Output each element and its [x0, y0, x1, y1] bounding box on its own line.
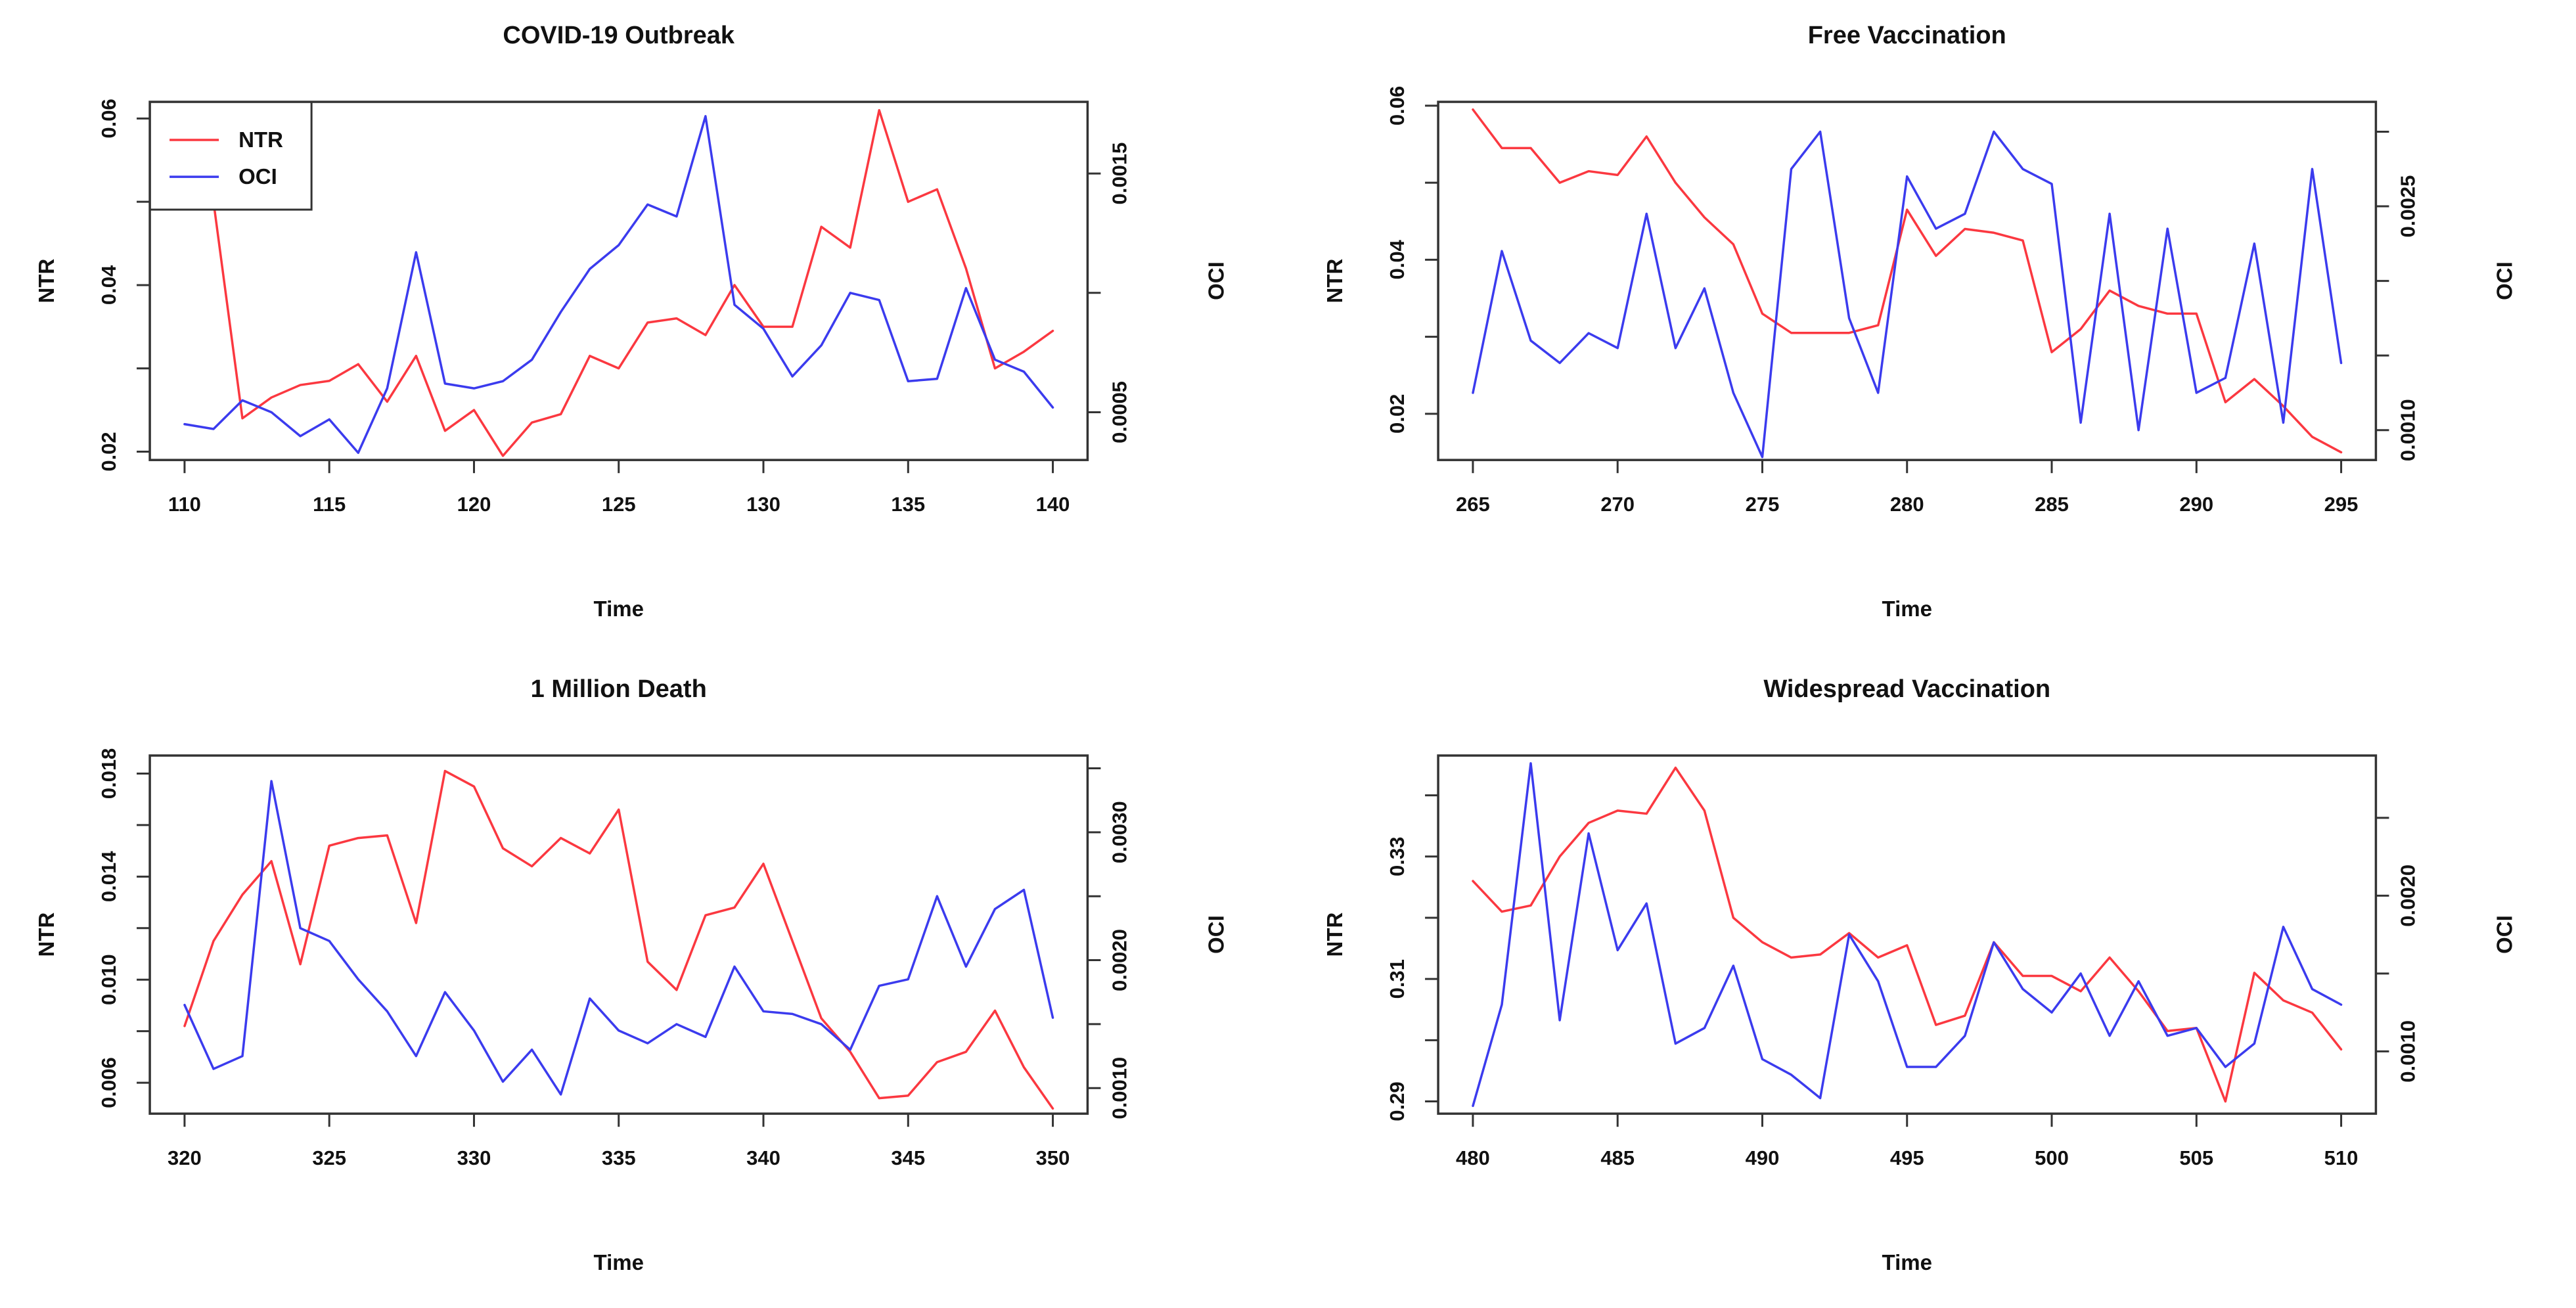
x-tick-label: 115	[313, 493, 346, 516]
x-tick-label: 320	[168, 1146, 202, 1169]
x-tick-label: 285	[2035, 493, 2069, 516]
chart-free-vaccination: Free Vaccination Time NTR OCI 265 270 275 280 28…	[1288, 0, 2576, 654]
left-tick-label: 0.04	[1386, 239, 1409, 279]
x-tick-label: 125	[602, 493, 636, 516]
chart-panel-free-vaccination: Free Vaccination Time NTR OCI 265 270 275 280 28…	[1288, 0, 2576, 654]
right-tick-label: 0.0025	[2396, 175, 2419, 238]
ntr-line	[1472, 110, 2341, 453]
ntr-line	[1472, 768, 2341, 1102]
chart-title: Free Vaccination	[1807, 22, 2006, 49]
oci-line	[185, 781, 1053, 1094]
right-tick-label: 0.0010	[1108, 1057, 1131, 1119]
left-tick-label: 0.006	[97, 1058, 120, 1109]
right-tick-label: 0.0020	[1108, 929, 1131, 991]
left-tick-label: 0.014	[97, 851, 120, 902]
x-tick-label: 280	[1889, 493, 1924, 516]
x-tick-label: 350	[1036, 1146, 1070, 1169]
oci-line	[1472, 131, 2341, 457]
left-tick-label: 0.29	[1386, 1082, 1409, 1121]
x-tick-label: 335	[602, 1146, 636, 1169]
chart-panel-covid19-outbreak: COVID-19 Outbreak Time NTR OCI 110 115 120 125 1…	[0, 0, 1288, 654]
chart-widespread-vaccination: Widespread Vaccination Time NTR OCI 480 485 49…	[1288, 654, 2576, 1307]
right-tick-label: 0.0030	[1108, 801, 1131, 864]
chart-title: Widespread Vaccination	[1763, 675, 2050, 703]
x-axis-title: Time	[594, 597, 644, 621]
left-axis-title: NTR	[1322, 259, 1347, 304]
right-axis-title: OCI	[1204, 916, 1228, 955]
x-tick-label: 330	[457, 1146, 491, 1169]
x-tick-label: 110	[168, 493, 201, 516]
x-tick-label: 295	[2324, 493, 2358, 516]
x-axis-title: Time	[1882, 1250, 1932, 1274]
left-tick-label: 0.31	[1386, 959, 1409, 999]
right-tick-label: 0.0020	[2396, 865, 2419, 927]
x-tick-label: 345	[891, 1146, 925, 1169]
chart-title: 1 Million Death	[531, 675, 707, 703]
left-axis-title: NTR	[34, 913, 58, 957]
right-tick-label: 0.0005	[1108, 381, 1131, 443]
left-tick-label: 0.02	[97, 432, 120, 471]
x-tick-label: 490	[1745, 1146, 1779, 1169]
right-tick-label: 0.0015	[1108, 143, 1131, 205]
left-tick-label: 0.04	[97, 265, 120, 305]
x-tick-label: 495	[1889, 1146, 1924, 1169]
right-tick-label: 0.0010	[2396, 399, 2419, 461]
left-tick-label: 0.33	[1386, 837, 1409, 876]
left-tick-label: 0.06	[1386, 86, 1409, 125]
ntr-line	[185, 110, 1053, 456]
x-tick-label: 265	[1456, 493, 1490, 516]
oci-line	[1472, 763, 2341, 1106]
x-tick-label: 130	[746, 493, 780, 516]
right-axis-title: OCI	[1204, 261, 1228, 300]
left-tick-label: 0.06	[97, 99, 120, 138]
x-tick-label: 325	[312, 1146, 346, 1169]
left-tick-label: 0.02	[1386, 394, 1409, 434]
x-tick-label: 505	[2179, 1146, 2213, 1169]
x-axis-title: Time	[594, 1250, 644, 1274]
x-tick-label: 135	[891, 493, 925, 516]
left-axis-title: NTR	[1322, 913, 1347, 957]
legend-oci-label: OCI	[238, 164, 277, 189]
left-axis-title: NTR	[34, 259, 58, 304]
x-axis-title: Time	[1882, 597, 1932, 621]
x-tick-label: 480	[1456, 1146, 1490, 1169]
x-tick-label: 270	[1600, 493, 1635, 516]
x-tick-label: 340	[746, 1146, 780, 1169]
legend-ntr-label: NTR	[238, 127, 283, 152]
chart-title: COVID-19 Outbreak	[503, 22, 735, 49]
chart-covid19-outbreak: COVID-19 Outbreak Time NTR OCI 110 115 120 125 1…	[0, 0, 1288, 654]
oci-line	[185, 116, 1053, 453]
legend-box	[150, 102, 311, 210]
x-tick-label: 485	[1600, 1146, 1635, 1169]
right-axis-title: OCI	[2492, 916, 2516, 955]
right-tick-label: 0.0010	[2396, 1020, 2419, 1083]
chart-1-million-death: 1 Million Death Time NTR OCI 320 325 330 335 340…	[0, 654, 1288, 1307]
x-tick-label: 290	[2179, 493, 2213, 516]
plot-box	[1438, 102, 2376, 460]
x-tick-label: 120	[457, 493, 491, 516]
left-tick-label: 0.018	[97, 748, 120, 800]
chart-panel-1-million-death: 1 Million Death Time NTR OCI 320 325 330 335 340…	[0, 654, 1288, 1307]
left-tick-label: 0.010	[97, 955, 120, 1006]
x-tick-label: 500	[2035, 1146, 2069, 1169]
right-axis-title: OCI	[2492, 261, 2516, 300]
x-tick-label: 140	[1036, 493, 1070, 516]
x-tick-label: 510	[2324, 1146, 2358, 1169]
x-tick-label: 275	[1745, 493, 1779, 516]
chart-panel-widespread-vaccination: Widespread Vaccination Time NTR OCI 480 485 49…	[1288, 654, 2576, 1307]
